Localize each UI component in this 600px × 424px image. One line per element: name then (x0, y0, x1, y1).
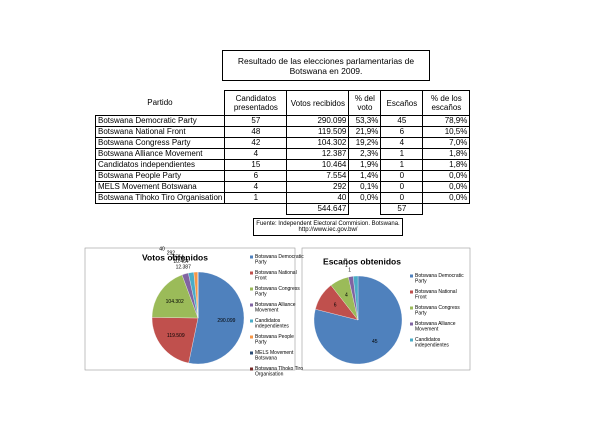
chart-title: Escaños obtenidos (323, 256, 401, 266)
data-label: 290.099 (217, 318, 235, 324)
header-cell: Candidatos presentados (224, 90, 288, 116)
table-cell: Botswana Tlhoko Tiro Organisation (94, 192, 226, 204)
data-label: 104.302 (166, 299, 184, 305)
legend-swatch (410, 322, 413, 326)
header-cell: Votos recibidos (286, 90, 350, 116)
legend-label: Botswana Congress Party (255, 286, 301, 298)
source-line: Fuente: Independent Electoral Commision.… (256, 221, 400, 227)
legend-label: Candidatos independientes (415, 337, 449, 349)
totals-row: 544.647 57 (96, 203, 470, 215)
chart-title: Votos obtenidos (142, 252, 208, 262)
data-label: 45 (372, 339, 378, 345)
data-label: 40 (159, 246, 165, 252)
table-row: MELS Movement Botswana 4 292 0,1% 0 0,0% (94, 181, 471, 193)
legend-label: Botswana National Front (415, 289, 458, 301)
pie-slice (352, 275, 359, 321)
data-label: 1 (345, 263, 348, 269)
table-row: Botswana National Front 48 119.509 21,9% 6 10… (94, 126, 471, 138)
legend-swatch (250, 351, 253, 355)
results-table: Partido Candidatos presentados Votos recib… (94, 90, 471, 215)
pie-slice (188, 271, 245, 365)
source-line: http://www.iec.gov.bw/ (298, 227, 358, 233)
header-row: Partido Candidatos presentados Votos recib… (96, 90, 471, 116)
legend-label: Botswana Alliance Movement (415, 321, 457, 333)
table-cell: MELS Movement Botswana (94, 181, 226, 193)
legend-label: MELS Movement Botswana (255, 350, 295, 362)
legend-swatch (410, 338, 413, 342)
data-label: 7.554 (171, 254, 184, 260)
table-cell: 0,0% (422, 192, 471, 204)
legend-label: Candidatos independientes (255, 318, 289, 330)
legend-swatch (250, 367, 253, 371)
legend-label: Botswana Tlhoko Tiro Organisation (255, 366, 304, 378)
header-cell: % de los escaños (422, 90, 471, 116)
legend-swatch (410, 306, 413, 310)
source-note: Fuente: Independent Electoral Commision.… (253, 218, 403, 236)
table-row: Candidatos independientes 15 10.464 1,9% 1 1,… (94, 159, 471, 171)
legend-swatch (250, 271, 253, 275)
legend-swatch (410, 290, 413, 294)
legend-swatch (250, 255, 253, 259)
legend-swatch (250, 335, 253, 339)
legend-label: Botswana Democratic Party (415, 273, 465, 285)
total-cell: 57 (380, 203, 424, 215)
data-label: 12.387 (176, 265, 192, 271)
legend-swatch (410, 274, 413, 278)
total-cell: 544.647 (286, 203, 350, 215)
table-cell: 78,9% (422, 115, 471, 127)
legend-swatch (250, 303, 253, 307)
pie-slice (151, 317, 199, 364)
legend-label: Botswana Alliance Movement (255, 302, 297, 314)
legend-swatch (250, 287, 253, 291)
data-label: 1 (348, 267, 351, 273)
legend-label: Botswana Congress Party (415, 305, 461, 317)
document-title: Resultado de las elecciones parlamentari… (222, 50, 430, 81)
data-label: 292 (167, 250, 176, 256)
data-label: 4 (345, 293, 348, 299)
data-label: 6 (334, 302, 337, 308)
data-label: 119.509 (167, 333, 185, 339)
data-label: 10.464 (173, 259, 189, 265)
legend-label: Botswana People Party (255, 334, 295, 346)
header-cell: Partido (147, 98, 173, 108)
pie-slice (151, 274, 199, 319)
legend-label: Botswana Democratic Party (255, 254, 305, 266)
legend-label: Botswana National Front (255, 270, 298, 282)
legend-swatch (250, 319, 253, 323)
pie-slice (313, 275, 403, 365)
table-row: Botswana Tlhoko Tiro Organisation 1 40 0,0%… (94, 192, 471, 204)
